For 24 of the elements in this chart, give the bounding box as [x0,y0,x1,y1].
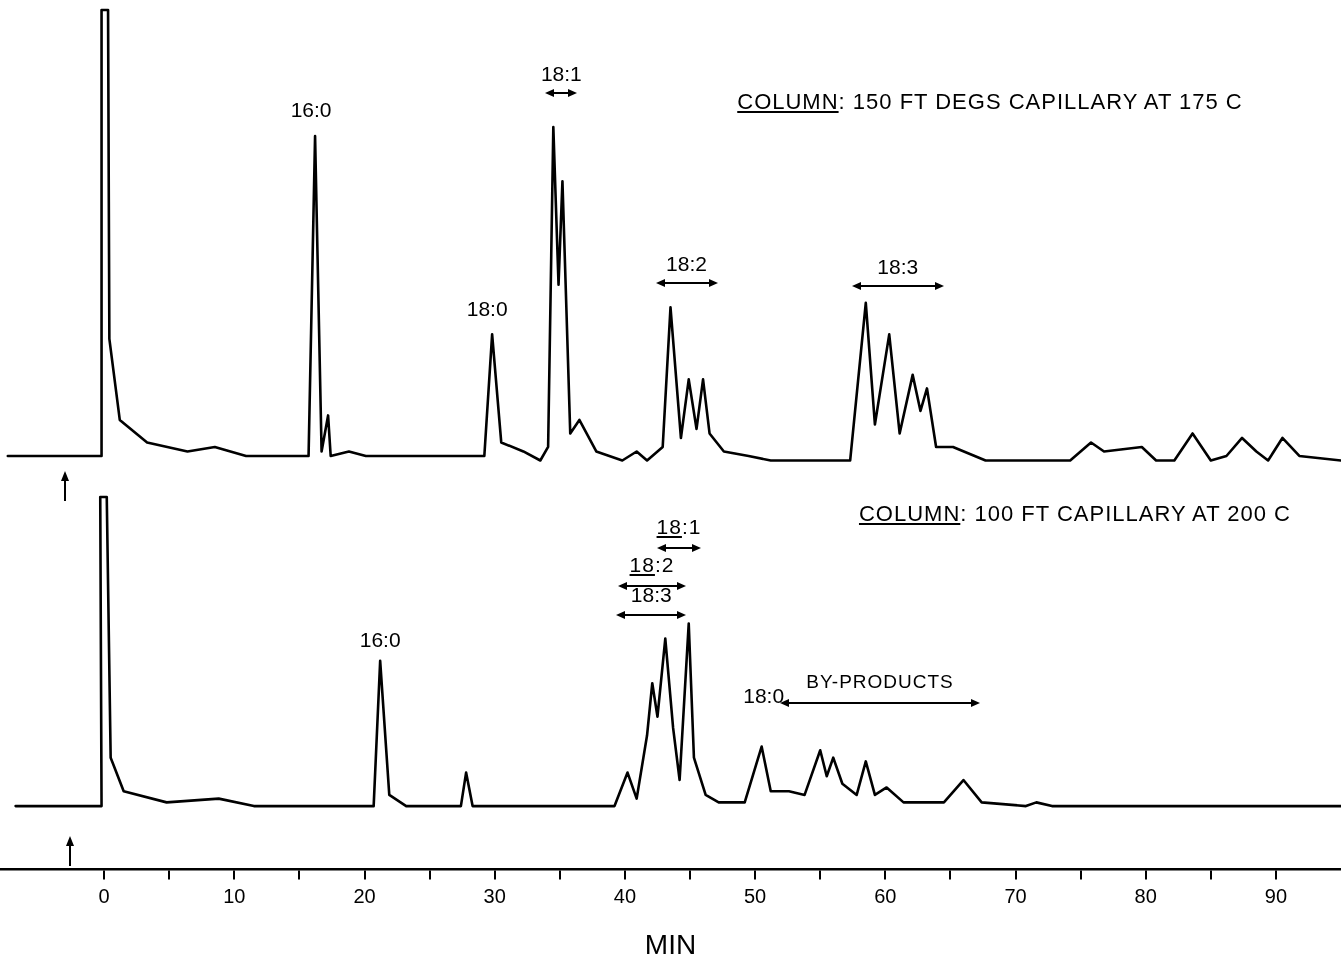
x-axis-title: MIN [644,928,697,960]
annotation: 16:0 [290,97,332,121]
x-tick-label: 40 [613,884,637,907]
annotation: 18:1 [655,514,703,540]
annotation: 18:0 [466,297,508,321]
x-tick-label: 0 [98,884,110,907]
x-tick-label: 50 [744,884,767,907]
x-tick-label: 10 [223,884,246,907]
x-tick-label: 60 [874,884,897,907]
x-tick-label: 90 [1264,884,1288,907]
x-tick-label: 70 [1004,884,1027,907]
annotation: 16:0 [359,627,401,651]
x-tick-label: 20 [353,884,376,907]
annotation: 18:2 [628,552,676,578]
x-tick-label: 80 [1134,884,1157,907]
annotation: COLUMN: 100 FT CAPILLARY AT 200 C [857,500,1292,528]
annotation: 18:3 [877,254,919,278]
annotation: BY-PRODUCTS [806,671,954,692]
x-tick-label: 30 [483,884,506,907]
annotation: COLUMN: 150 FT DEGS CAPILLARY AT 175 C [736,88,1244,116]
annotation: 18:1 [540,61,582,85]
annotation: 18:0 [743,684,785,708]
annotation: 18:2 [666,252,707,276]
annotation: 18:3 [630,583,672,607]
